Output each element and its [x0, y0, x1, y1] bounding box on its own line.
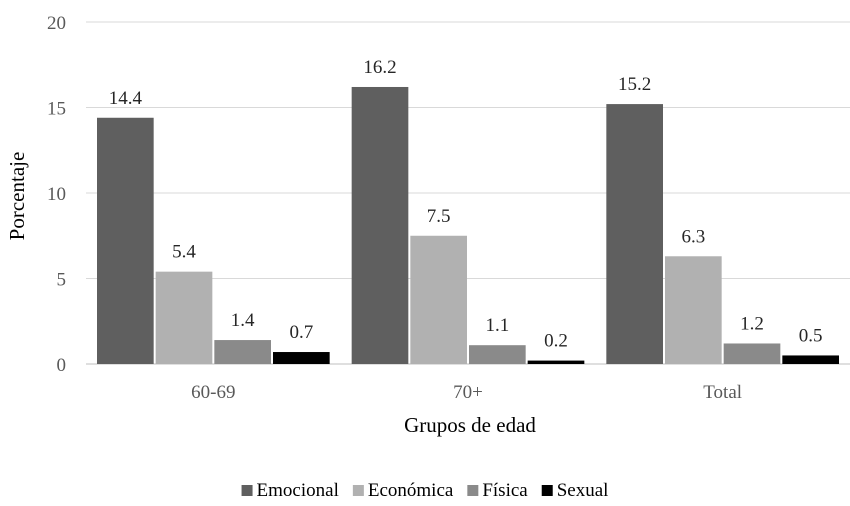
data-label: 15.2 [618, 74, 651, 95]
data-label: 5.4 [172, 242, 196, 263]
legend-label: Física [482, 480, 528, 501]
data-label: 1.1 [485, 315, 509, 336]
bar [469, 345, 526, 364]
x-axis-ticks: 60-69 70+ Total [191, 382, 742, 403]
data-label: 1.2 [740, 313, 764, 334]
bar [723, 343, 781, 364]
legend-swatch [467, 485, 479, 496]
data-label: 0.7 [289, 322, 313, 343]
y-axis-title: Porcentaje [5, 152, 29, 241]
x-axis-title: Grupos de edad [404, 413, 536, 437]
legend: Emocional Económica Física Sexual [241, 480, 609, 501]
bar [527, 360, 585, 364]
bar [351, 86, 409, 364]
gridlines [86, 21, 850, 365]
y-tick-label: 10 [47, 184, 66, 205]
bar [410, 235, 467, 364]
data-label: 14.4 [109, 88, 143, 109]
data-label: 1.4 [231, 310, 255, 331]
legend-label: Emocional [257, 480, 339, 501]
y-tick-label: 0 [57, 355, 67, 376]
bar [606, 104, 663, 364]
legend-swatch [541, 485, 553, 496]
y-tick-label: 15 [47, 99, 66, 120]
data-label: 0.5 [799, 325, 823, 346]
bar [782, 355, 839, 364]
y-tick-label: 5 [57, 270, 67, 291]
legend-label: Económica [368, 480, 454, 501]
legend-swatch [352, 485, 364, 496]
legend-item: Emocional [241, 480, 339, 501]
legend-label: Sexual [557, 480, 609, 501]
data-label: 7.5 [427, 206, 451, 227]
y-tick-label: 20 [47, 13, 66, 34]
bar [155, 271, 213, 364]
data-label: 16.2 [363, 57, 396, 78]
data-labels: 14.4 5.4 1.4 0.7 16.2 7.5 1.1 0.2 15.2 6.3 1.2 0.5 [109, 57, 823, 352]
bar [665, 256, 722, 364]
bar [97, 117, 154, 364]
legend-item: Física [467, 480, 528, 501]
data-label: 6.3 [681, 226, 705, 247]
bars [97, 86, 839, 364]
x-tick-label: 70+ [453, 382, 483, 403]
y-axis-ticks: 0 5 10 15 20 [47, 13, 66, 376]
legend-item: Sexual [541, 480, 609, 501]
legend-swatch [241, 485, 253, 496]
bar [273, 352, 330, 364]
legend-item: Económica [352, 480, 454, 501]
x-tick-label: 60-69 [191, 382, 235, 403]
x-tick-label: Total [703, 382, 742, 403]
bar [214, 340, 271, 364]
data-label: 0.2 [544, 331, 568, 352]
